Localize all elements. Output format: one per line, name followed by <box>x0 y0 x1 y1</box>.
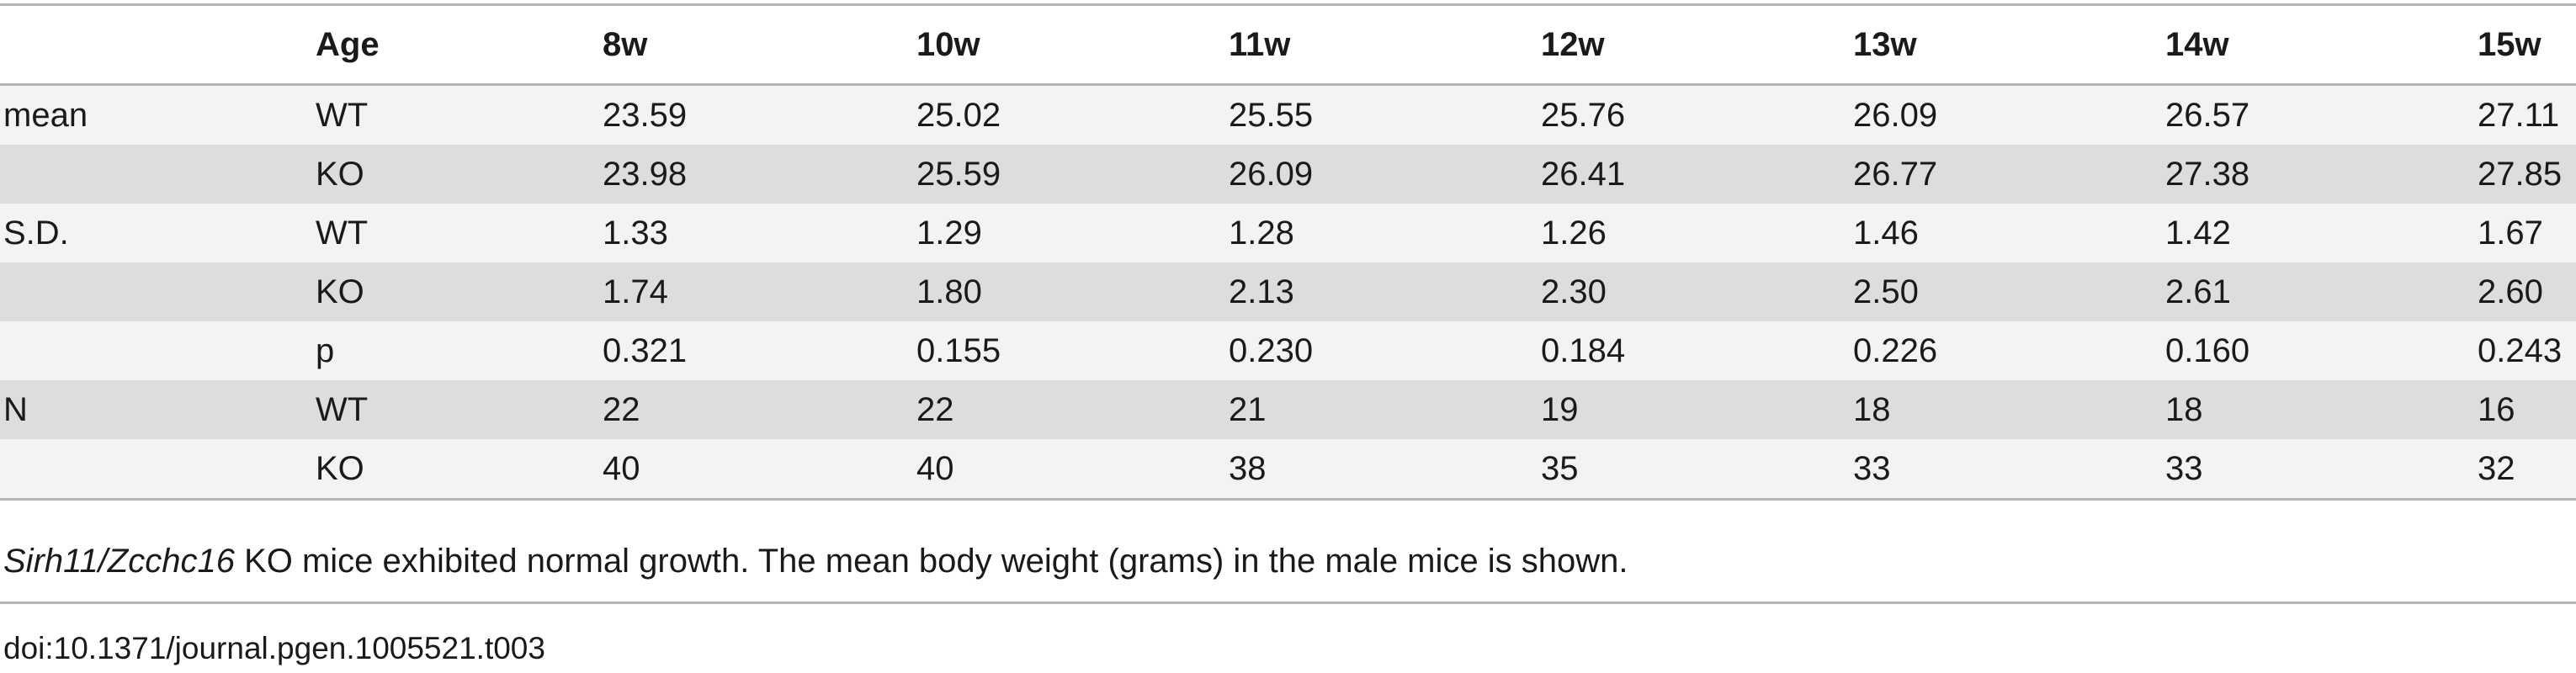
table-cell: 0.160 <box>2165 331 2250 369</box>
table-cell: WT <box>316 214 369 252</box>
caption: Sirh11/Zcchc16 KO mice exhibited normal … <box>3 543 1628 580</box>
table-cell <box>0 439 312 500</box>
table-cell: KO <box>316 273 364 310</box>
table-cell: KO <box>316 449 364 487</box>
table-cell: 40 <box>603 449 640 487</box>
table-cell: 26.09 <box>1853 96 1938 134</box>
table-cell: 26.77 <box>1853 155 1938 193</box>
table-cell: 25.76 <box>1541 96 1626 134</box>
table-cell: 16 <box>2478 390 2515 428</box>
header-row: Age 8w 10w 11w 12w 13w 14w 15w <box>0 4 2576 86</box>
table-body: mean WT 23.59 25.02 25.55 25.76 26.09 26.57 27.1… <box>0 84 2576 500</box>
table-cell: 0.230 <box>1229 331 1314 369</box>
table-cell: 1.46 <box>1853 214 1919 252</box>
table-cell: WT <box>316 390 369 428</box>
table-row: KO 23.98 25.59 26.09 26.41 26.77 27.38 27.85 <box>0 145 2576 204</box>
header-cell: 12w <box>1538 4 1850 86</box>
table-cell: 21 <box>1229 390 1267 428</box>
table-cell: 27.38 <box>2165 155 2250 193</box>
table-cell: 0.184 <box>1541 331 1626 369</box>
table-cell: 1.26 <box>1541 214 1607 252</box>
table-cell: 33 <box>1853 449 1891 487</box>
divider <box>0 601 2576 604</box>
header-cell: 11w <box>1225 4 1538 86</box>
table-cell: 19 <box>1541 390 1579 428</box>
header-cell: 13w <box>1850 4 2162 86</box>
table-cell: 35 <box>1541 449 1579 487</box>
table-cell: 18 <box>1853 390 1891 428</box>
header-cell: 15w <box>2474 4 2576 86</box>
table-cell: 25.02 <box>916 96 1001 134</box>
table-row: S.D. WT 1.33 1.29 1.28 1.26 1.46 1.42 1.67 <box>0 204 2576 262</box>
table-cell: 1.28 <box>1229 214 1294 252</box>
table-cell: mean <box>3 96 88 134</box>
table-cell: 0.243 <box>2478 331 2563 369</box>
caption-text: KO mice exhibited normal growth. The mea… <box>234 543 1628 580</box>
caption-italic: Sirh11/Zcchc16 <box>3 543 235 580</box>
header-cell: 14w <box>2162 4 2474 86</box>
table-row: KO 40 40 38 35 33 33 32 <box>0 439 2576 500</box>
table-cell: 23.59 <box>603 96 688 134</box>
table-cell: 26.57 <box>2165 96 2250 134</box>
table-cell: 27.11 <box>2478 96 2560 134</box>
table-row: p 0.321 0.155 0.230 0.184 0.226 0.160 0.243 <box>0 321 2576 380</box>
table-cell: 23.98 <box>603 155 688 193</box>
header-cell <box>0 4 312 86</box>
table-cell: 2.60 <box>2478 273 2543 310</box>
table-cell: 25.55 <box>1229 96 1314 134</box>
table-cell: 1.80 <box>916 273 982 310</box>
table-row: KO 1.74 1.80 2.13 2.30 2.50 2.61 2.60 <box>0 262 2576 321</box>
table-cell: 27.85 <box>2478 155 2563 193</box>
table-cell: p <box>316 331 335 369</box>
table-cell: 1.74 <box>603 273 668 310</box>
table-cell: 40 <box>916 449 954 487</box>
table-cell: 2.30 <box>1541 273 1607 310</box>
table-cell: 22 <box>603 390 640 428</box>
table-cell: 33 <box>2165 449 2203 487</box>
table-cell: 22 <box>916 390 954 428</box>
table-cell: 1.33 <box>603 214 668 252</box>
table-cell <box>0 145 312 204</box>
table-cell: 0.321 <box>603 331 688 369</box>
table-cell: 32 <box>2478 449 2515 487</box>
table-cell <box>0 262 312 321</box>
table-cell: 1.67 <box>2478 214 2543 252</box>
table-cell: 0.226 <box>1853 331 1938 369</box>
data-table: Age 8w 10w 11w 12w 13w 14w 15w mean WT 23.59 25.02… <box>0 3 2576 501</box>
table-cell: 2.13 <box>1229 273 1294 310</box>
table-cell: 1.42 <box>2165 214 2231 252</box>
table-cell: 26.41 <box>1541 155 1626 193</box>
doi: doi:10.1371/journal.pgen.1005521.t003 <box>3 631 545 665</box>
table-cell: 2.50 <box>1853 273 1919 310</box>
table-row: mean WT 23.59 25.02 25.55 25.76 26.09 26.57 27.1… <box>0 84 2576 145</box>
table-cell: 25.59 <box>916 155 1001 193</box>
table-cell: 2.61 <box>2165 273 2231 310</box>
table-cell: 18 <box>2165 390 2203 428</box>
table-row: N WT 22 22 21 19 18 18 16 <box>0 380 2576 439</box>
header-cell: Age <box>312 4 599 86</box>
table-cell: 1.29 <box>916 214 982 252</box>
table-cell: S.D. <box>3 214 69 252</box>
table-cell: 26.09 <box>1229 155 1314 193</box>
table-cell: KO <box>316 155 364 193</box>
header-cell: 8w <box>599 4 913 86</box>
table-cell <box>0 321 312 380</box>
table-cell: 38 <box>1229 449 1267 487</box>
header-cell: 10w <box>913 4 1225 86</box>
table-cell: 0.155 <box>916 331 1001 369</box>
table-cell: WT <box>316 96 369 134</box>
table-cell: N <box>3 390 28 428</box>
